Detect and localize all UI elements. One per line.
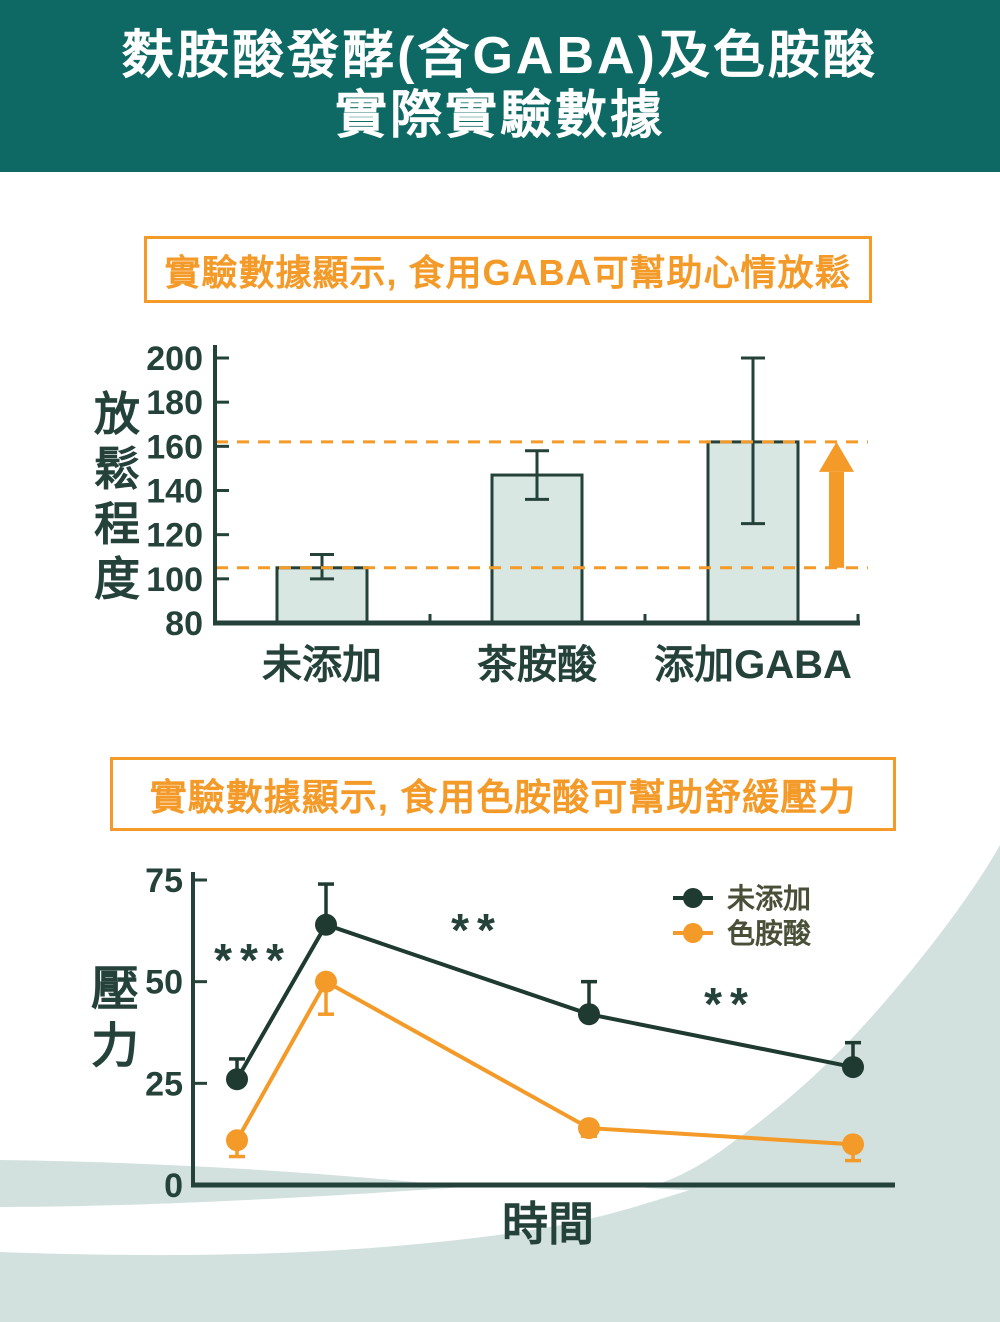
y-axis-title-char: 鬆 <box>94 443 140 495</box>
category-label: 茶胺酸 <box>477 643 598 687</box>
y-tick-label: 140 <box>146 473 203 511</box>
heading-gaba-relax-text: 實驗數據顯示, 食用GABA可幫助心情放鬆 <box>164 251 852 293</box>
heading-tryptophan-stress-text: 實驗數據顯示, 食用色胺酸可幫助舒緩壓力 <box>149 777 857 818</box>
data-point <box>315 913 337 936</box>
data-point <box>226 1068 248 1091</box>
y-axis-title-char: 放 <box>94 388 140 440</box>
increase-arrow-shaft <box>829 471 844 568</box>
y-tick-label: 25 <box>145 1065 183 1103</box>
y-tick-label: 0 <box>164 1167 183 1205</box>
increase-arrow-head-icon <box>819 441 854 472</box>
title-banner: 麩胺酸發酵(含GABA)及色胺酸 實際實驗數據 <box>0 0 1000 172</box>
page-title-line1: 麩胺酸發酵(含GABA)及色胺酸 <box>122 26 878 85</box>
y-tick-label: 100 <box>146 561 203 599</box>
y-axis-title-char: 力 <box>91 1020 139 1073</box>
legend-marker-dot <box>683 888 703 908</box>
data-point <box>578 1117 600 1140</box>
page-title-line2: 實際實驗數據 <box>334 87 665 145</box>
category-label: 添加GABA <box>654 643 852 687</box>
y-axis-title-char: 程 <box>94 498 140 550</box>
significance-marker: *** <box>214 934 292 986</box>
series-line <box>235 978 854 1147</box>
x-axis-title: 時間 <box>502 1198 594 1250</box>
data-point <box>226 1129 248 1152</box>
legend-marker-dot <box>683 923 703 943</box>
data-point <box>842 1056 864 1079</box>
heading-gaba-relax: 實驗數據顯示, 食用GABA可幫助心情放鬆 <box>144 236 872 303</box>
legend-label: 色胺酸 <box>727 917 812 949</box>
data-point <box>842 1133 864 1156</box>
wave-bottom-mass <box>0 1190 1000 1322</box>
y-tick-label: 160 <box>146 428 203 466</box>
heading-tryptophan-stress: 實驗數據顯示, 食用色胺酸可幫助舒緩壓力 <box>110 757 896 831</box>
y-axis-title-char: 壓 <box>91 963 139 1016</box>
y-tick-label: 120 <box>146 517 203 555</box>
series-line <box>235 922 854 1081</box>
legend-label: 未添加 <box>727 883 811 914</box>
y-tick-label: 200 <box>146 340 203 378</box>
y-tick-label: 180 <box>146 384 203 422</box>
wave-right-swoosh <box>645 845 1000 1203</box>
significance-marker: ** <box>704 978 756 1030</box>
y-tick-label: 50 <box>145 964 183 1002</box>
y-axis-title-char: 度 <box>94 553 140 605</box>
significance-marker: ** <box>451 904 503 956</box>
y-tick-label: 80 <box>165 605 203 643</box>
data-point <box>315 970 337 993</box>
category-label: 未添加 <box>262 643 382 687</box>
data-point <box>578 1003 600 1026</box>
y-tick-label: 75 <box>145 862 183 900</box>
